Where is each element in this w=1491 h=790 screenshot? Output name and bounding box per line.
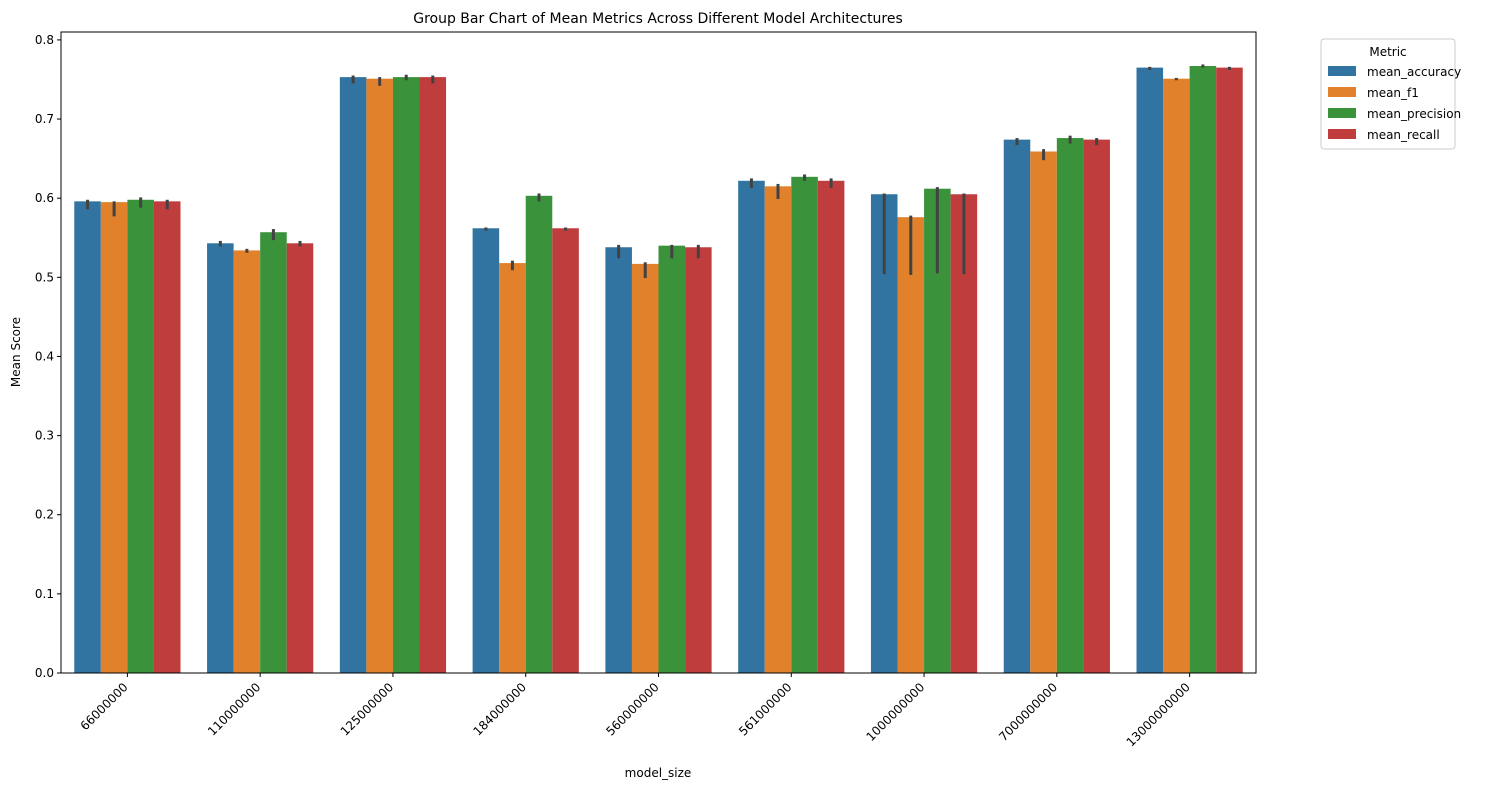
bar-mean_recall-7000000000 [1083, 139, 1110, 673]
bar-mean_recall-125000000 [419, 77, 447, 674]
bar-mean_f1-184000000 [499, 263, 526, 673]
bar-mean_recall-13000000000 [1216, 67, 1243, 674]
bar-mean_accuracy-13000000000 [1136, 67, 1164, 674]
y-tick-label: 0.1 [35, 587, 54, 601]
y-tick-label: 0.2 [35, 508, 54, 522]
bar-mean_accuracy-184000000 [472, 228, 500, 673]
bar-mean_accuracy-561000000 [738, 180, 765, 673]
bar-mean_accuracy-560000000 [605, 247, 632, 673]
chart-title: Group Bar Chart of Mean Metrics Across D… [413, 11, 903, 27]
bar-mean_f1-7000000000 [1030, 151, 1057, 673]
bar-mean_recall-561000000 [817, 180, 845, 673]
bar-mean_f1-110000000 [233, 250, 261, 673]
bar-mean_f1-561000000 [764, 186, 792, 673]
legend-swatch-mean_recall [1328, 129, 1356, 139]
bar-mean_recall-110000000 [286, 243, 314, 674]
bar-mean_precision-13000000000 [1189, 66, 1217, 673]
bar-mean_precision-66000000 [127, 199, 154, 673]
legend-label-mean_accuracy: mean_accuracy [1367, 65, 1461, 79]
bar-mean_f1-13000000000 [1163, 78, 1190, 673]
legend-swatch-mean_accuracy [1328, 66, 1356, 76]
bar-mean_precision-7000000000 [1056, 138, 1084, 674]
y-tick-label: 0.5 [35, 270, 54, 284]
y-tick-label: 0.8 [35, 33, 54, 47]
bar-mean_accuracy-110000000 [207, 243, 234, 674]
bar-mean_f1-1000000000 [897, 217, 925, 673]
y-tick-label: 0.6 [35, 191, 54, 205]
legend-label-mean_recall: mean_recall [1367, 128, 1440, 142]
bar-mean_precision-561000000 [791, 176, 818, 673]
bar-mean_precision-125000000 [392, 77, 420, 674]
y-tick-label: 0.7 [35, 112, 54, 126]
y-tick-label: 0.4 [35, 349, 54, 363]
bar-mean_f1-125000000 [366, 78, 393, 673]
legend-label-mean_precision: mean_precision [1367, 107, 1461, 121]
bar-mean_precision-184000000 [525, 195, 553, 673]
bar-mean_recall-66000000 [153, 201, 181, 673]
legend: Metric mean_accuracy mean_f1 mean_precisio… [1320, 38, 1461, 150]
bar-mean_accuracy-125000000 [339, 77, 367, 674]
bar-mean_f1-66000000 [100, 202, 128, 673]
bar-mean_accuracy-7000000000 [1003, 139, 1031, 673]
y-tick-label: 0.0 [35, 666, 54, 680]
bar-mean_recall-560000000 [685, 247, 712, 673]
legend-swatch-mean_f1 [1328, 87, 1356, 97]
bar-mean_recall-184000000 [552, 228, 579, 673]
bar-mean_f1-560000000 [631, 263, 659, 673]
x-axis-title: model_size [625, 766, 692, 780]
y-axis-title: Mean Score [9, 317, 23, 387]
bar-mean_precision-110000000 [260, 232, 287, 673]
bar-mean_accuracy-66000000 [74, 201, 101, 673]
legend-title: Metric [1369, 45, 1406, 59]
bar-mean_precision-560000000 [658, 245, 686, 674]
legend-swatch-mean_precision [1328, 108, 1356, 118]
legend-label-mean_f1: mean_f1 [1367, 86, 1419, 100]
y-tick-label: 0.3 [35, 429, 54, 443]
